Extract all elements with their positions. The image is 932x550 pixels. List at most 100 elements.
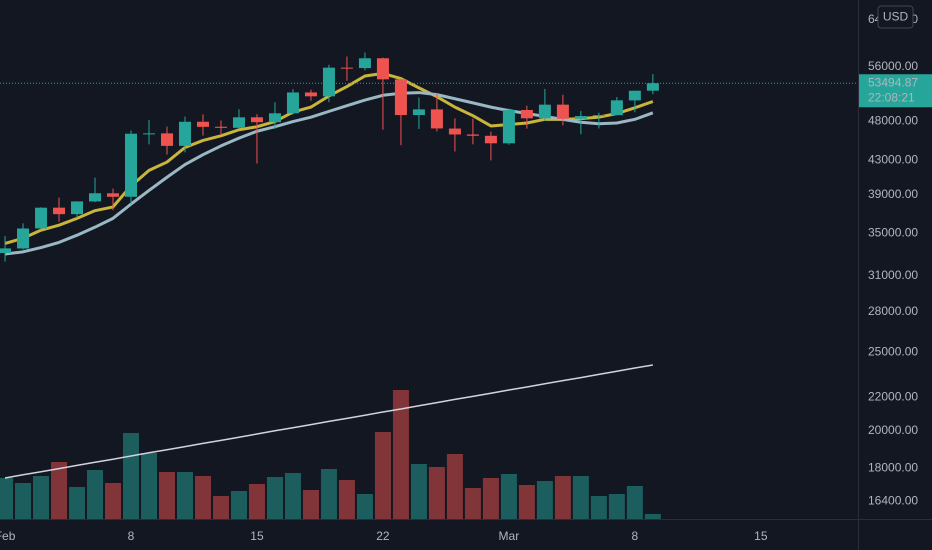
volume-bar [500,474,517,519]
candle-body [35,207,48,229]
candle-body [556,104,569,119]
candle-body [250,117,263,123]
x-tick-label: Feb [0,529,16,543]
y-tick-label: 31000.00 [868,268,918,282]
volume-bar [302,490,319,519]
y-tick-label: 28000.00 [868,304,918,318]
candle-body [17,228,30,249]
candle-body [0,248,12,253]
volume-bar [428,467,445,519]
volume-bar [248,484,265,519]
y-tick-label: 18000.00 [868,460,918,474]
x-tick-label: 8 [632,529,639,543]
volume-bar [140,453,157,519]
volume-bar [482,478,499,519]
volume-ma-line [4,364,653,479]
volume-bar [356,494,373,519]
candle-body [466,134,479,136]
y-tick-label: 20000.00 [868,423,918,437]
volume-bar [158,472,175,519]
candle-body [574,116,587,119]
currency-box [877,5,914,29]
volume-bar [0,478,14,519]
last-price-box [859,74,932,108]
candle-body [71,201,84,215]
y-tick-label: 35000.00 [868,225,918,239]
candle-body [53,207,66,215]
candle-body [592,115,605,117]
candle-body [107,193,120,197]
candle-body [430,109,443,129]
volume-bar [51,462,68,519]
candle-body [178,121,191,146]
candle-body [304,92,317,97]
candle-body [610,100,623,116]
candle-body [394,79,407,116]
volume-bar [320,469,337,519]
volume-bar [626,486,643,519]
price-axis: 64000.0056000.0048000.0043000.0039000.00… [859,5,932,507]
candle-body [358,58,371,69]
volume-bar [392,390,409,519]
y-tick-label: 48000.00 [868,114,918,128]
plot-area [0,52,858,519]
y-tick-label: 56000.00 [868,59,918,73]
candle-body [214,126,227,128]
volume-bar [105,483,122,519]
candle-body [628,90,641,101]
volume-bar [69,487,86,519]
last-price-label: 53494.87 [868,75,918,89]
x-tick-label: Mar [499,529,520,543]
volume-bar [338,480,355,519]
x-tick-label: 15 [250,529,264,543]
y-tick-label: 39000.00 [868,187,918,201]
x-tick-label: 22 [376,529,390,543]
volume-bar [33,476,50,519]
candle-body [376,58,389,80]
volume-bar [446,454,463,519]
candle-body [232,117,245,128]
volume-bar [410,464,427,519]
volume-bar [284,473,301,519]
candle-body [160,133,173,146]
volume-bar [374,432,391,519]
volume-bar [464,488,481,519]
candle-body [125,133,138,197]
volume-bar [212,496,229,519]
volume-bar [518,485,535,519]
candle-body [340,67,353,69]
volume-bar [230,491,247,519]
candle-body [196,121,209,127]
y-tick-label: 25000.00 [868,344,918,358]
volume-bar [87,470,104,519]
volume-bar [572,476,589,519]
volume-bar [266,477,283,519]
candle-body [412,109,425,116]
candle-body [142,133,155,135]
volume-bar [644,514,661,519]
currency-label: USD [883,10,909,24]
candle-body [268,113,281,123]
volume-bar [608,494,625,519]
volume-bar [536,481,553,519]
candle-body [89,193,102,202]
volume-bar [176,472,193,519]
candle-body [484,135,497,144]
candle-body [646,83,659,91]
volume-bar [15,483,32,519]
x-tick-label: 8 [128,529,135,543]
y-tick-label: 22000.00 [868,389,918,403]
volume-bar [123,433,140,519]
candle-body [448,128,461,135]
volume-bar [554,476,571,519]
countdown-label: 22:08:21 [868,90,915,104]
candle-body [286,92,299,114]
volume-bar [194,476,211,519]
y-tick-label: 16400.00 [868,493,918,507]
candle-body [502,110,515,144]
candle-body [520,109,533,119]
y-tick-label: 43000.00 [868,153,918,167]
